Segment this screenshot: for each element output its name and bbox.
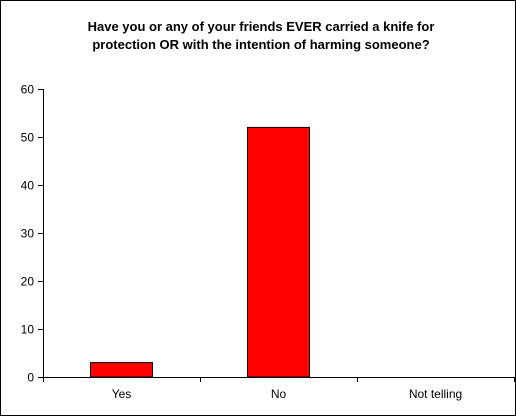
y-tick-label: 30: [21, 227, 35, 241]
chart-title-line-1: Have you or any of your friends EVER car…: [87, 19, 435, 34]
ticks-layer: 0 10 20 30 40 50 60 Yes No Not telling: [21, 83, 515, 401]
y-tick-label: 40: [21, 179, 35, 193]
y-tick-label: 10: [21, 323, 35, 337]
x-tick-label: Yes: [112, 387, 132, 401]
chart-title-line-2: protection OR with the intention of harm…: [92, 37, 430, 52]
y-tick-label: 0: [27, 371, 34, 385]
y-tick-label: 20: [21, 275, 35, 289]
axes-layer: [43, 89, 514, 378]
y-tick-label: 60: [21, 83, 35, 97]
bar: [247, 126, 310, 378]
x-tick-label: No: [271, 387, 287, 401]
y-tick-label: 50: [21, 131, 35, 145]
bar: [90, 362, 153, 378]
bars-layer: [90, 126, 310, 378]
chart-title: Have you or any of your friends EVER car…: [41, 18, 481, 54]
x-tick-label: Not telling: [409, 387, 462, 401]
